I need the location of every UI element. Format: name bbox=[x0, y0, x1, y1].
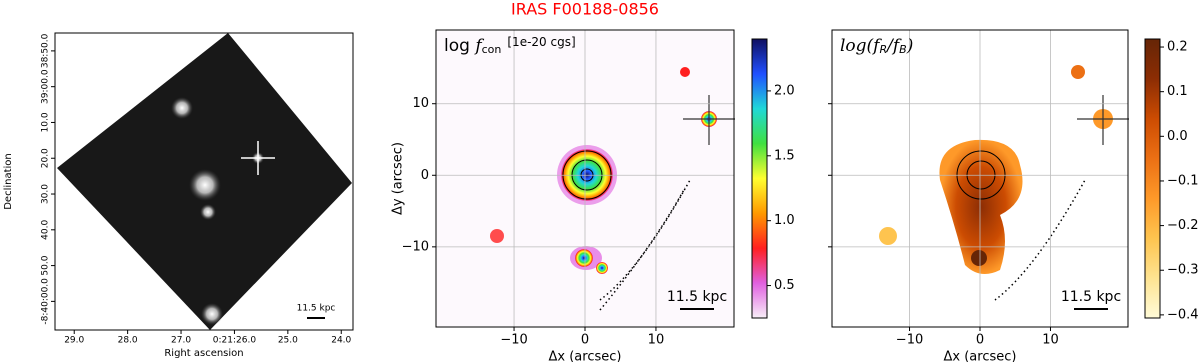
star bbox=[201, 303, 223, 325]
axes-frame bbox=[54, 32, 354, 331]
annotation-part: [1e-20 cgs] bbox=[507, 35, 575, 49]
galaxy bbox=[189, 169, 221, 201]
y-tick-label: 30.0 bbox=[41, 184, 51, 204]
colorbar-tick-label: −0.4 bbox=[1167, 307, 1199, 322]
region bbox=[879, 227, 897, 245]
y-tick-label: 10.0 bbox=[41, 112, 51, 132]
annotation-part: con bbox=[482, 43, 502, 56]
core bbox=[596, 262, 608, 274]
x-tick-label: 24.0 bbox=[331, 336, 351, 346]
panel-annotation: log fcon [1e-20 cgs] bbox=[444, 35, 576, 57]
colorbar-tick-label: 1.5 bbox=[774, 148, 795, 163]
flux-map bbox=[437, 31, 735, 326]
crosshair bbox=[1077, 95, 1129, 145]
x-tick-label: −10 bbox=[896, 333, 923, 348]
annotation-part: log bbox=[444, 36, 475, 56]
crosshair bbox=[241, 141, 275, 175]
colorbar-tick-label: 0.5 bbox=[774, 278, 795, 293]
colorbar-tick-label: 0.1 bbox=[1167, 84, 1188, 99]
y-tick-label: 10 bbox=[412, 96, 429, 111]
figure-title: IRAS F00188-0856 bbox=[511, 0, 659, 19]
x-tick-label: 0 bbox=[976, 333, 984, 348]
y-tick-label: 20.0 bbox=[41, 148, 51, 168]
colorbar-tick-label: −0.3 bbox=[1167, 263, 1199, 278]
x-tick-label: 0:21:26.0 bbox=[213, 336, 257, 346]
blob bbox=[680, 67, 690, 77]
colorbar bbox=[751, 38, 768, 319]
y-tick-label: 39:00.0 bbox=[41, 69, 51, 104]
blob bbox=[490, 229, 504, 243]
annotation-part: ) bbox=[906, 36, 914, 56]
annotation-part: log(f bbox=[840, 36, 882, 56]
colorbar-tick-label: −0.1 bbox=[1167, 173, 1199, 188]
x-axis-label: Right ascension bbox=[164, 348, 243, 359]
region bbox=[939, 139, 1023, 274]
axes-frame bbox=[435, 29, 735, 328]
y-tick-label: 0 bbox=[421, 168, 429, 183]
colorbar-tick-label: 0.2 bbox=[1167, 40, 1188, 55]
y-axis-label: Δy (arcsec) bbox=[391, 142, 406, 215]
annotation-part: B bbox=[899, 43, 907, 56]
x-tick-label: −10 bbox=[500, 333, 527, 348]
axes-frame bbox=[831, 29, 1129, 328]
y-tick-label: −10 bbox=[402, 239, 429, 254]
x-tick-label: 29.0 bbox=[64, 336, 84, 346]
x-tick-label: 10 bbox=[648, 333, 665, 348]
x-tick-label: 0 bbox=[581, 333, 589, 348]
colorbar-tick-label: 0.0 bbox=[1167, 129, 1188, 144]
rgb-image bbox=[57, 33, 352, 330]
scale-bar-label: 11.5 kpc bbox=[1061, 289, 1121, 305]
x-axis-label: Δx (arcsec) bbox=[549, 350, 622, 362]
panel-annotation: log(fR/fB) bbox=[840, 36, 913, 57]
y-tick-label: -8:40:00.0 bbox=[41, 278, 51, 325]
y-tick-label: 38:50.0 bbox=[41, 33, 51, 68]
galaxy bbox=[200, 204, 216, 220]
colorbar bbox=[1144, 38, 1161, 319]
annotation-part: /f bbox=[885, 36, 902, 56]
colorbar-tick-label: 2.0 bbox=[774, 83, 795, 98]
x-axis-label: Δx (arcsec) bbox=[944, 350, 1017, 362]
y-tick-label: 50.0 bbox=[41, 255, 51, 275]
star bbox=[171, 97, 193, 119]
scale-bar-label: 11.5 kpc bbox=[297, 304, 336, 314]
colorbar-tick-label: 1.0 bbox=[774, 213, 795, 228]
x-tick-label: 28.0 bbox=[118, 336, 138, 346]
edge-artifact bbox=[599, 179, 691, 311]
x-tick-label: 25.0 bbox=[278, 336, 298, 346]
region bbox=[971, 250, 987, 266]
y-tick-label: 40.0 bbox=[41, 220, 51, 240]
colorbar-tick-label: −0.2 bbox=[1167, 218, 1199, 233]
annotation-part: f bbox=[473, 36, 484, 56]
x-tick-label: 27.0 bbox=[171, 336, 191, 346]
core bbox=[575, 249, 593, 267]
ratio-map bbox=[879, 65, 1129, 301]
region bbox=[1071, 65, 1085, 79]
x-tick-label: 10 bbox=[1042, 333, 1059, 348]
annotation-part: R bbox=[879, 43, 887, 56]
scale-bar-label: 11.5 kpc bbox=[667, 289, 727, 305]
y-axis-label: Declination bbox=[3, 153, 14, 210]
